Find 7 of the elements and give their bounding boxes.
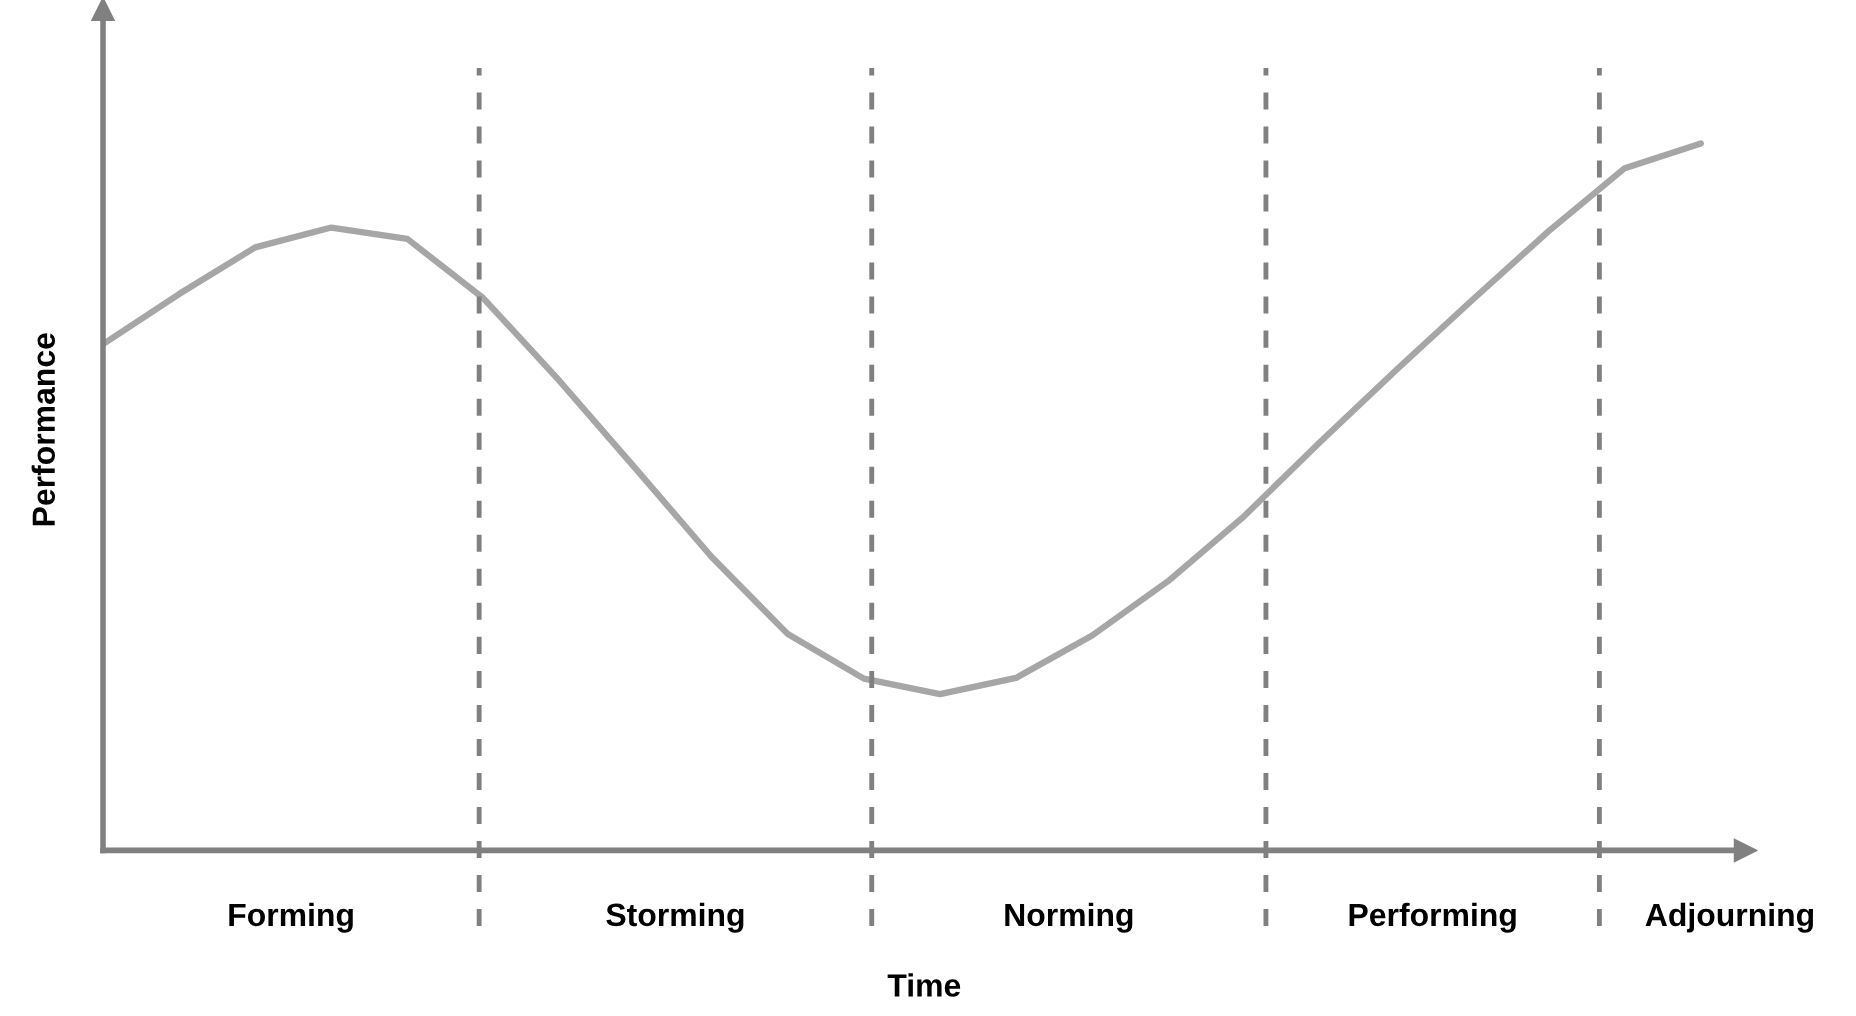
text: Norming — [1005, 902, 1133, 933]
text: Forming — [229, 902, 353, 933]
text: Adjourning — [1645, 902, 1813, 933]
y-axis-title: Performance — [31, 333, 56, 526]
x-axis-title: Time — [887, 973, 961, 997]
text: Performing — [1349, 902, 1516, 933]
text: Storming — [606, 902, 744, 933]
